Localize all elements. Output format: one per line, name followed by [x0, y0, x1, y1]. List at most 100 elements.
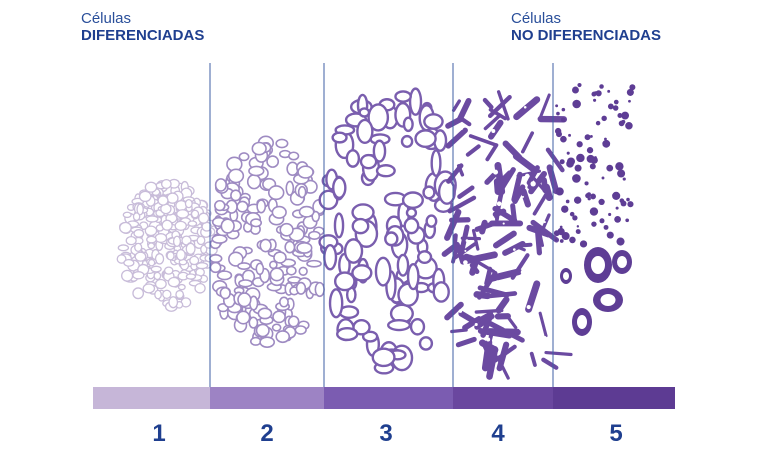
- cell-grade-5: [601, 176, 605, 180]
- cell-grade-5: [591, 221, 597, 227]
- cell-grade-3: [405, 207, 418, 219]
- cell-grade-4: [525, 280, 541, 313]
- cell-grade-1: [177, 283, 186, 291]
- cell-grade-5: [608, 212, 612, 217]
- cell-grade-2: [271, 205, 287, 219]
- cell-grade-1: [132, 287, 145, 300]
- cell-grade-4-hole: [496, 280, 500, 284]
- cell-grade-4: [477, 328, 513, 339]
- cell-grade-4: [545, 147, 565, 173]
- cell-grade-1: [154, 278, 167, 290]
- cell-grade-1: [187, 220, 198, 227]
- cell-grade-2: [306, 259, 322, 268]
- cell-grade-4: [544, 350, 573, 357]
- cell-grade-5: [586, 147, 594, 154]
- cell-grade-1: [196, 235, 206, 246]
- cell-grade-2: [236, 310, 251, 325]
- cell-grade-1: [138, 190, 152, 203]
- cell-grade-5: [575, 229, 581, 234]
- cell-grade-4-hole: [513, 139, 518, 143]
- cell-grade-5: [560, 117, 566, 123]
- cell-grade-2: [295, 281, 307, 295]
- cell-grade-2: [314, 281, 325, 298]
- cell-grade-5: [593, 98, 597, 102]
- cell-grade-4-hole: [518, 124, 524, 130]
- cell-grade-3: [406, 262, 420, 291]
- cell-grade-4-hole: [536, 324, 543, 330]
- cell-grade-5: [617, 169, 626, 178]
- cell-grade-5: [585, 193, 591, 199]
- cell-grade-4-hole: [524, 173, 530, 179]
- cell-grade-4-hole: [460, 127, 463, 131]
- cell-grade-1: [175, 209, 190, 219]
- cell-grade-2: [237, 292, 252, 308]
- cell-grade-1: [144, 181, 158, 193]
- cell-grade-5: [561, 205, 569, 213]
- cell-grade-2: [255, 323, 270, 338]
- cell-grade-1: [144, 225, 158, 237]
- cell-grade-1: [172, 235, 182, 248]
- cell-grade-4: [478, 339, 499, 354]
- cell-grade-5: [565, 199, 570, 204]
- cell-grade-4-hole: [477, 336, 481, 340]
- cell-grade-4-hole: [520, 269, 526, 275]
- cell-grade-4: [541, 177, 549, 194]
- cell-grade-4: [457, 185, 475, 199]
- cell-grade-3: [332, 176, 347, 200]
- cell-grade-4-hole: [486, 299, 491, 304]
- cell-grade-3: [401, 191, 424, 209]
- cell-grade-5: [594, 156, 597, 159]
- cell-grade-3: [430, 149, 442, 177]
- cell-grade-2: [251, 141, 267, 156]
- cell-grade-4: [474, 313, 495, 330]
- cell-grade-5: [566, 160, 574, 168]
- cell-grade-5: [577, 82, 582, 88]
- cell-grade-1: [185, 242, 196, 255]
- cell-grade-5: [559, 225, 563, 229]
- cell-grade-2: [279, 296, 289, 308]
- cell-grade-4: [541, 357, 559, 370]
- cell-grade-4: [468, 134, 498, 147]
- cell-grade-3: [358, 107, 371, 118]
- cell-grade-2: [287, 315, 300, 328]
- cell-grade-3: [394, 90, 412, 103]
- cell-grade-5: [569, 211, 575, 217]
- cell-grade-4: [451, 99, 461, 112]
- cell-grade-2: [256, 199, 267, 214]
- cell-grade-4: [514, 244, 526, 252]
- cell-grade-1: [175, 248, 186, 261]
- cell-grade-5: [626, 197, 630, 202]
- cell-grade-3: [352, 319, 371, 336]
- cell-grade-4-hole: [481, 153, 485, 157]
- cell-grade-5: [621, 111, 630, 120]
- cell-grade-5: [591, 91, 597, 97]
- cell-grade-4-hole: [468, 164, 471, 167]
- cell-grade-4-hole: [464, 249, 467, 252]
- cell-grade-3: [351, 264, 373, 282]
- cell-grade-2: [267, 185, 285, 201]
- cell-grade-4-hole: [493, 169, 499, 175]
- cell-grade-2: [214, 178, 228, 192]
- cell-grade-4: [465, 144, 481, 157]
- cell-grade-4-hole: [458, 309, 463, 313]
- cell-grade-5: [599, 218, 605, 224]
- grade-band-5: [553, 387, 675, 409]
- cell-grade-1: [134, 242, 143, 253]
- cell-grade-3: [351, 217, 370, 235]
- cell-grade-4-hole: [489, 127, 493, 130]
- cell-grade-4: [446, 163, 464, 184]
- cell-grade-4: [538, 93, 551, 121]
- cell-grade-5: [617, 113, 623, 118]
- cell-grade-3: [361, 330, 379, 343]
- cell-grade-1: [160, 178, 172, 190]
- cell-grade-2: [257, 307, 273, 320]
- cell-grade-1: [161, 219, 173, 231]
- cell-grade-4: [484, 172, 497, 185]
- cell-grade-2: [271, 323, 282, 332]
- cell-grade-2: [298, 205, 315, 218]
- cell-grade-4: [517, 242, 533, 248]
- cell-grade-5-cluster-core: [600, 294, 616, 306]
- cell-grade-5: [556, 131, 562, 138]
- cell-grade-3: [403, 217, 420, 235]
- cell-grade-4: [482, 97, 494, 110]
